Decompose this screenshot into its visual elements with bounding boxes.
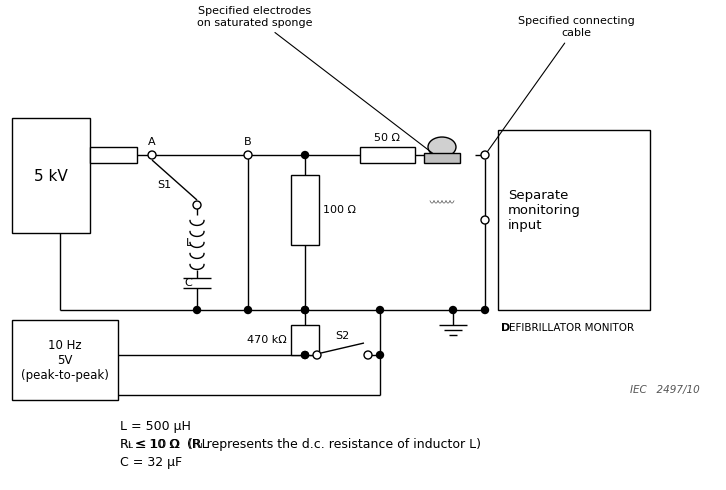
Bar bbox=[360, 147, 415, 163]
Circle shape bbox=[481, 151, 489, 159]
Circle shape bbox=[377, 307, 383, 314]
Circle shape bbox=[194, 307, 200, 314]
Text: Specified electrodes
on saturated sponge: Specified electrodes on saturated sponge bbox=[197, 6, 433, 153]
Text: R: R bbox=[120, 438, 129, 451]
Circle shape bbox=[193, 201, 201, 209]
Bar bbox=[12, 320, 118, 400]
Text: 100 Ω: 100 Ω bbox=[323, 205, 356, 215]
Circle shape bbox=[301, 351, 309, 359]
Circle shape bbox=[301, 307, 309, 314]
Text: L: L bbox=[186, 238, 192, 247]
Text: B: B bbox=[244, 137, 252, 147]
Text: L = 500 μH: L = 500 μH bbox=[120, 420, 191, 433]
Circle shape bbox=[364, 351, 372, 359]
Circle shape bbox=[481, 216, 489, 224]
Text: ≤ 10 Ω  (RL: ≤ 10 Ω (RL bbox=[132, 438, 208, 451]
Circle shape bbox=[245, 307, 251, 314]
Text: Separate
monitoring
input: Separate monitoring input bbox=[508, 189, 581, 231]
Circle shape bbox=[301, 307, 309, 314]
Text: 10 Hz
5V
(peak-to-peak): 10 Hz 5V (peak-to-peak) bbox=[21, 339, 109, 382]
Text: 470 kΩ: 470 kΩ bbox=[248, 335, 287, 345]
Bar bbox=[498, 130, 650, 310]
Circle shape bbox=[481, 307, 489, 314]
Circle shape bbox=[301, 351, 309, 359]
Circle shape bbox=[148, 151, 156, 159]
Text: D: D bbox=[501, 323, 510, 333]
Text: S1: S1 bbox=[157, 180, 171, 190]
Text: L: L bbox=[127, 441, 132, 450]
Text: S2: S2 bbox=[335, 331, 350, 341]
Circle shape bbox=[313, 351, 321, 359]
Text: 50 Ω: 50 Ω bbox=[375, 133, 401, 143]
Bar bbox=[90, 147, 137, 163]
Bar bbox=[424, 153, 460, 163]
Bar bbox=[291, 325, 319, 355]
Text: 5 kV: 5 kV bbox=[34, 169, 68, 184]
Text: IEC   2497/10: IEC 2497/10 bbox=[630, 385, 700, 395]
Text: EFIBRILLATOR MONITOR: EFIBRILLATOR MONITOR bbox=[509, 323, 634, 333]
Text: C = 32 μF: C = 32 μF bbox=[120, 456, 182, 469]
Circle shape bbox=[377, 351, 383, 359]
Bar bbox=[12, 118, 90, 233]
Text: R: R bbox=[120, 438, 129, 451]
Text: C: C bbox=[184, 278, 192, 288]
Circle shape bbox=[449, 307, 457, 314]
Circle shape bbox=[301, 151, 309, 159]
Circle shape bbox=[244, 151, 252, 159]
Bar bbox=[291, 175, 319, 245]
Ellipse shape bbox=[428, 137, 456, 157]
Text: Rₗ ≤ 10 Ω  (Rₗ represents the d.c. resistance of inductor L): Rₗ ≤ 10 Ω (Rₗ represents the d.c. resist… bbox=[120, 438, 481, 451]
Text: Specified connecting
cable: Specified connecting cable bbox=[486, 17, 635, 153]
Text: A: A bbox=[148, 137, 156, 147]
